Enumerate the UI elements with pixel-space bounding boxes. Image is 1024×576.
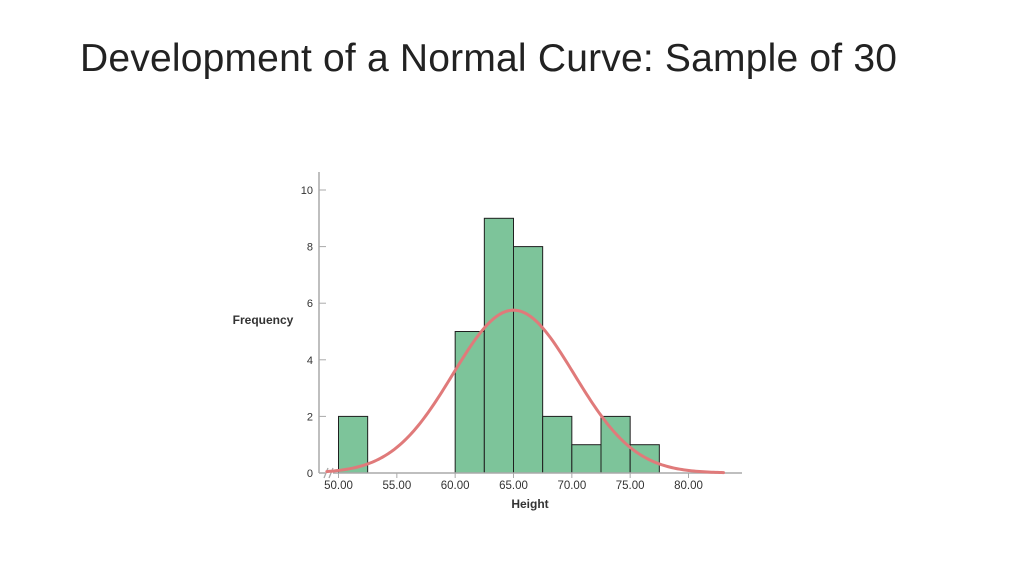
y-axis-label: Frequency: [233, 313, 294, 327]
y-ticks-layer: 0 2 4 6 8 10: [301, 185, 326, 480]
x-tick-label: 80.00: [674, 480, 703, 492]
x-tick-label: 70.00: [557, 480, 586, 492]
x-ticks-layer: 50.00 55.00 60.00 65.00 70.00 75.00 80.00: [324, 473, 703, 492]
y-tick-label: 8: [307, 242, 313, 254]
histogram-bar: [513, 246, 544, 474]
histogram-bar: [483, 217, 515, 474]
x-tick-label: 65.00: [499, 480, 528, 492]
y-tick-label: 6: [307, 298, 313, 310]
normal-curve: [325, 308, 725, 475]
axis-break-gap: [325, 468, 333, 478]
x-tick-label: 60.00: [441, 480, 470, 492]
histogram-bar: [338, 415, 369, 474]
y-tick-label: 0: [307, 468, 313, 480]
slide-title: Development of a Normal Curve: Sample of…: [80, 37, 898, 80]
x-tick-label: 75.00: [616, 480, 645, 492]
y-tick-label: 2: [307, 411, 313, 423]
bars-layer: [338, 217, 660, 474]
x-tick-label: 55.00: [382, 480, 411, 492]
y-tick-label: 4: [307, 355, 313, 367]
y-tick-label: 10: [301, 185, 313, 197]
x-axis-label: Height: [511, 497, 548, 511]
x-tick-label: 50.00: [324, 480, 353, 492]
histogram-bar: [454, 331, 485, 474]
histogram-bar: [542, 415, 573, 474]
histogram-bar: [571, 444, 602, 474]
